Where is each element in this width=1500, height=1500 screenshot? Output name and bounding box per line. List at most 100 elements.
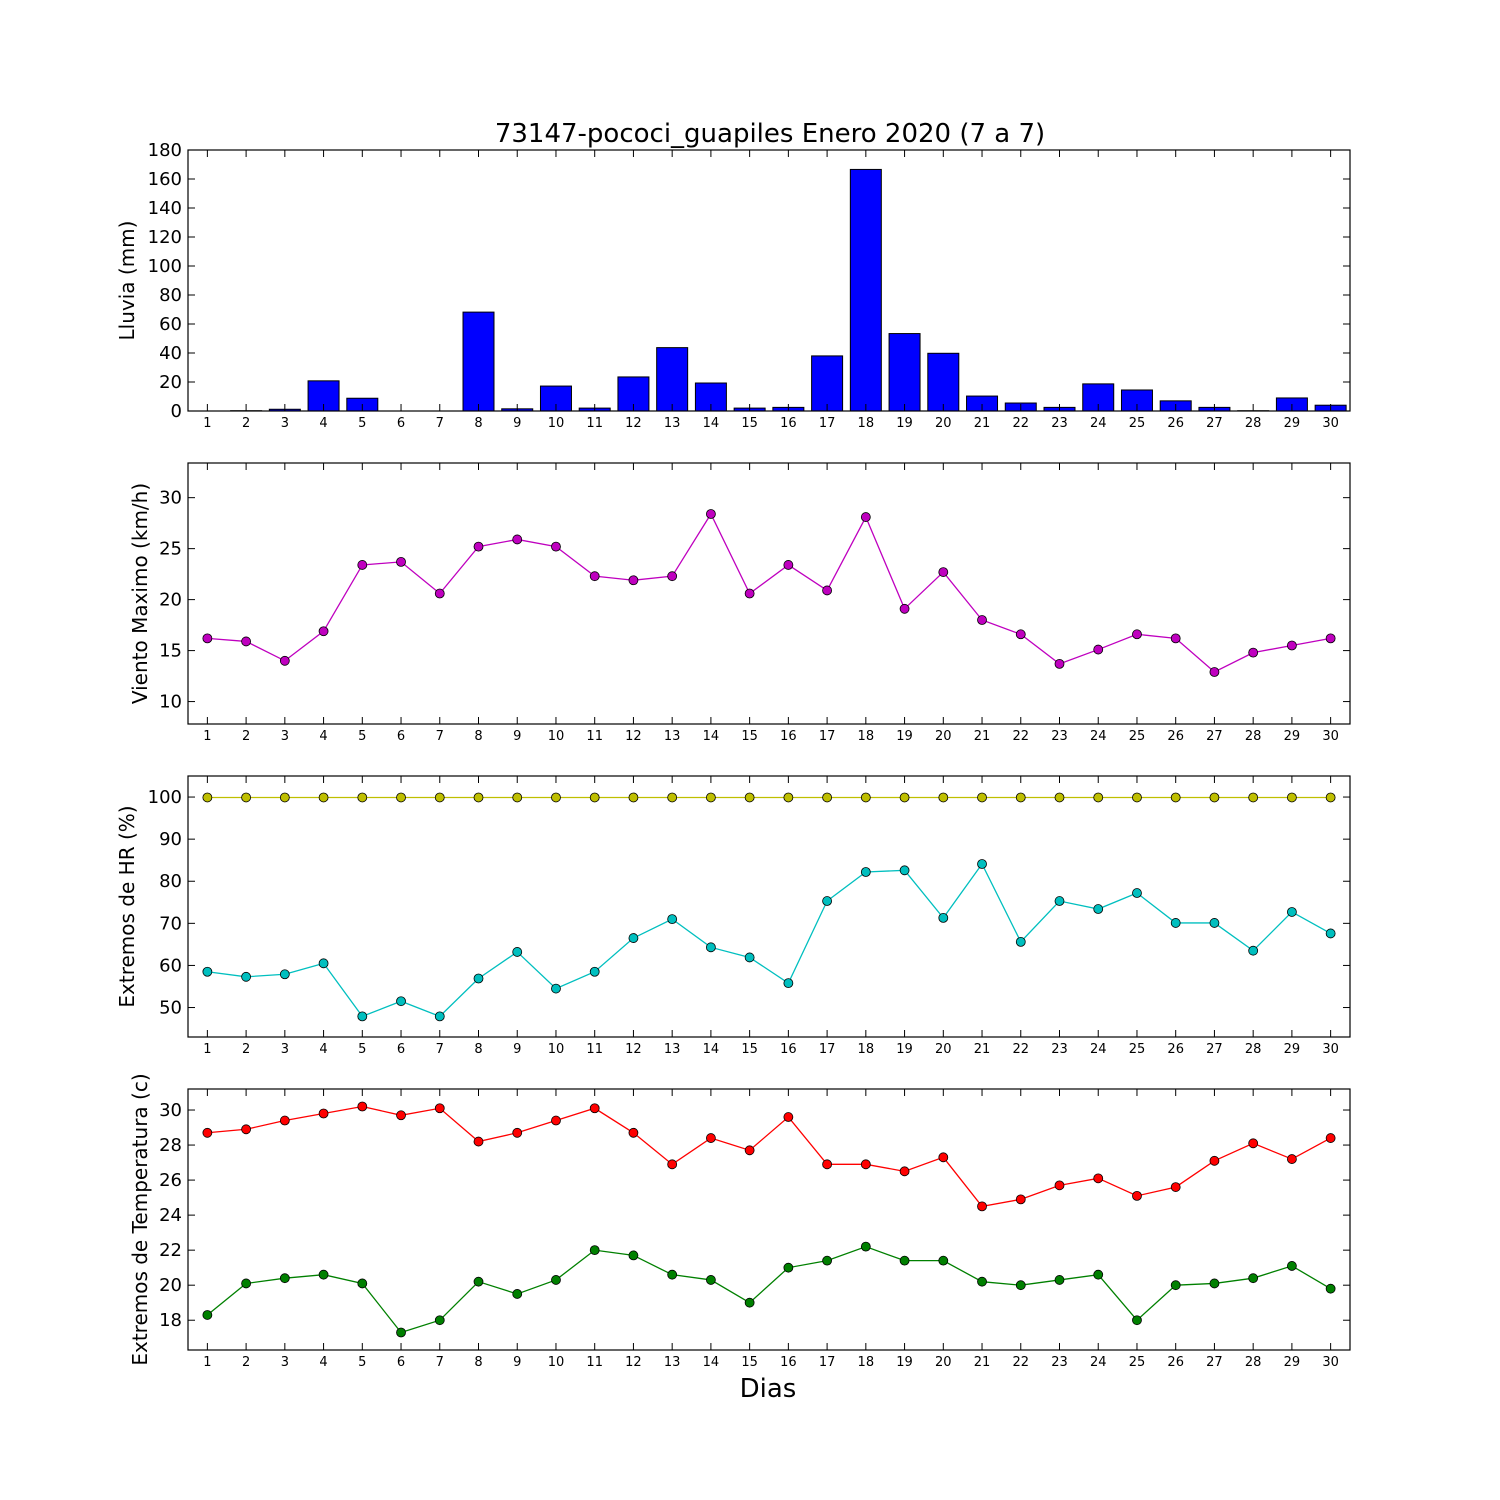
x-tick-label: 3 — [281, 729, 289, 744]
x-tick-label: 6 — [397, 1355, 405, 1370]
point-series-2-day-19 — [899, 1255, 910, 1266]
point-series-1-day-25 — [1132, 1190, 1142, 1201]
x-tick-label: 23 — [1051, 729, 1068, 744]
point-series-1-day-22 — [1015, 1194, 1026, 1205]
y-tick-label: 60 — [159, 314, 182, 335]
x-tick-label: 16 — [780, 1355, 797, 1370]
point-series-1-day-13 — [667, 571, 678, 582]
x-tick-label: 4 — [319, 1042, 327, 1057]
x-tick-label: 17 — [819, 1355, 836, 1370]
point-series-2-day-14 — [706, 1275, 716, 1285]
x-tick-label: 20 — [935, 416, 952, 431]
point-series-2-day-20 — [938, 912, 949, 923]
y-tick-label: 20 — [159, 590, 182, 611]
point-series-2-day-1 — [202, 1310, 213, 1320]
x-tick-label: 17 — [819, 416, 836, 431]
point-series-1-day-2 — [241, 636, 252, 647]
point-series-1-day-26 — [1170, 1182, 1181, 1192]
x-tick-label: 16 — [780, 729, 797, 744]
point-series-1-day-15 — [744, 588, 755, 599]
x-tick-label: 3 — [281, 1042, 289, 1057]
x-tick-label: 6 — [397, 1042, 405, 1057]
x-tick-label: 22 — [1012, 729, 1029, 744]
x-tick-label: 23 — [1051, 416, 1068, 431]
point-series-1-day-18 — [860, 512, 871, 522]
point-series-2-day-22 — [1015, 1280, 1026, 1291]
point-series-1-day-25 — [1132, 629, 1142, 640]
y-axis-label: Extremos de HR (%) — [115, 805, 139, 1007]
x-tick-label: 1 — [203, 1042, 211, 1057]
point-series-2-day-25 — [1132, 1315, 1142, 1326]
y-tick-label: 20 — [159, 372, 182, 393]
x-tick-label: 26 — [1167, 1042, 1184, 1057]
x-tick-label: 10 — [548, 1042, 565, 1057]
y-tick-label: 20 — [159, 1275, 182, 1296]
x-tick-label: 11 — [586, 1042, 603, 1057]
point-series-1-day-16 — [783, 560, 794, 570]
x-tick-label: 21 — [974, 416, 991, 431]
x-tick-label: 25 — [1129, 416, 1146, 431]
point-series-1-day-21 — [977, 1201, 987, 1212]
x-tick-label: 20 — [935, 1355, 952, 1370]
x-tick-label: 6 — [397, 729, 405, 744]
point-series-1-day-14 — [706, 792, 716, 803]
point-series-1-day-14 — [706, 1133, 716, 1143]
point-series-2-day-19 — [899, 865, 910, 876]
x-tick-label: 19 — [896, 416, 913, 431]
plot-frame — [187, 1088, 1351, 1351]
point-series-2-day-3 — [279, 969, 290, 980]
point-series-2-day-11 — [589, 966, 600, 977]
point-series-1-day-1 — [202, 633, 213, 644]
point-series-1-day-14 — [706, 509, 716, 519]
point-series-2-day-21 — [977, 1276, 987, 1287]
point-series-1-day-19 — [899, 603, 910, 614]
x-tick-label: 27 — [1206, 1355, 1223, 1370]
x-tick-label: 15 — [741, 1355, 758, 1370]
y-tick-label: 100 — [148, 787, 182, 808]
x-tick-label: 20 — [935, 1042, 952, 1057]
x-tick-label: 13 — [664, 729, 681, 744]
x-tick-label: 9 — [513, 1355, 521, 1370]
point-series-2-day-10 — [551, 1275, 561, 1285]
point-series-1-day-22 — [1015, 792, 1026, 803]
point-series-1-day-12 — [628, 1127, 639, 1138]
x-tick-label: 26 — [1167, 416, 1184, 431]
x-tick-label: 11 — [586, 416, 603, 431]
y-tick-label: 30 — [159, 1100, 182, 1121]
point-series-2-day-10 — [551, 983, 561, 994]
point-series-1-day-21 — [977, 615, 987, 625]
point-series-1-day-1 — [202, 1127, 213, 1138]
x-tick-label: 18 — [858, 1355, 875, 1370]
x-tick-label: 13 — [664, 1355, 681, 1370]
y-tick-label: 28 — [159, 1135, 182, 1156]
x-tick-label: 8 — [474, 1355, 482, 1370]
x-tick-label: 12 — [625, 1355, 642, 1370]
point-series-1-day-22 — [1015, 629, 1026, 640]
point-series-1-day-12 — [628, 575, 639, 586]
x-tick-label: 25 — [1129, 1042, 1146, 1057]
point-series-1-day-23 — [1054, 792, 1065, 803]
x-tick-label: 18 — [858, 729, 875, 744]
point-series-1-day-8 — [473, 1136, 484, 1147]
point-series-1-day-10 — [551, 1115, 561, 1126]
point-series-1-day-24 — [1093, 644, 1104, 655]
point-series-1-day-3 — [279, 655, 290, 666]
point-series-1-day-3 — [279, 1115, 290, 1126]
y-tick-label: 30 — [159, 488, 182, 509]
point-series-1-day-24 — [1093, 1173, 1104, 1184]
x-tick-label: 2 — [242, 729, 250, 744]
x-tick-label: 1 — [203, 729, 211, 744]
point-series-2-day-1 — [202, 966, 213, 977]
x-tick-label: 6 — [397, 416, 405, 431]
point-series-2-day-28 — [1248, 1273, 1259, 1284]
x-tick-label: 7 — [436, 416, 444, 431]
x-tick-label: 20 — [935, 729, 952, 744]
point-series-1-day-11 — [589, 792, 600, 803]
plot-frame — [187, 149, 1351, 412]
x-tick-label: 15 — [741, 1042, 758, 1057]
y-tick-label: 100 — [148, 256, 182, 277]
point-series-1-day-26 — [1170, 792, 1181, 803]
